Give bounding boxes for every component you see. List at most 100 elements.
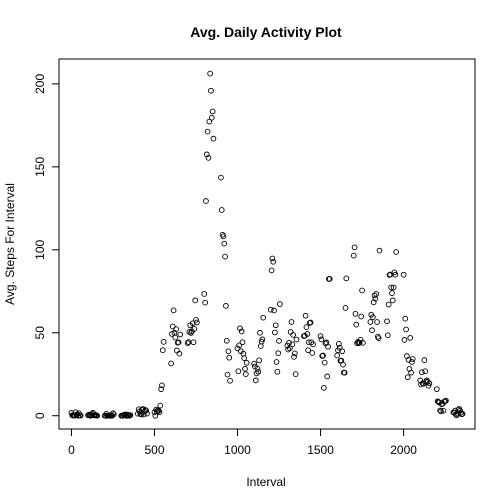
data-point <box>251 360 257 367</box>
data-point <box>221 240 228 247</box>
data-point <box>192 297 199 304</box>
data-point <box>359 287 365 294</box>
data-point <box>238 328 245 335</box>
data-point <box>419 369 425 376</box>
data-points <box>68 70 466 419</box>
data-point <box>424 379 431 385</box>
data-point <box>409 359 415 365</box>
data-point <box>260 314 267 321</box>
data-point <box>350 252 357 259</box>
data-point <box>201 291 208 297</box>
data-point <box>272 329 278 336</box>
data-point <box>209 108 216 115</box>
data-point <box>275 350 282 357</box>
data-point <box>143 407 150 414</box>
y-tick-label: 50 <box>33 326 47 340</box>
data-point <box>375 335 382 341</box>
data-point <box>206 118 213 125</box>
y-axis: 0 50 100 150 200 <box>33 74 60 419</box>
data-point <box>177 331 184 338</box>
data-point <box>193 316 199 323</box>
data-point <box>303 324 310 330</box>
data-point <box>109 412 115 419</box>
data-point <box>235 368 242 375</box>
data-point <box>225 348 232 355</box>
data-point <box>269 255 276 262</box>
data-point <box>202 299 208 306</box>
data-point <box>193 319 200 326</box>
x-tick-label: 2000 <box>390 443 417 457</box>
data-point <box>272 322 279 329</box>
data-point <box>310 341 316 348</box>
data-point <box>369 327 375 334</box>
chart-title: Avg. Daily Activity Plot <box>190 24 342 40</box>
data-point <box>370 314 376 321</box>
data-point <box>271 307 277 314</box>
data-point <box>409 356 416 362</box>
data-point <box>309 350 316 356</box>
data-point <box>290 332 297 338</box>
data-point <box>442 398 448 405</box>
plot-box <box>58 58 476 430</box>
data-point <box>342 305 349 311</box>
data-point <box>335 341 342 347</box>
data-point <box>242 365 248 372</box>
data-point <box>77 412 84 419</box>
x-tick-label: 0 <box>68 443 75 457</box>
data-point <box>127 412 134 418</box>
data-point <box>204 128 211 135</box>
data-point <box>155 408 162 414</box>
data-point <box>356 339 363 346</box>
data-point <box>226 354 233 361</box>
data-point <box>156 409 163 416</box>
data-point <box>207 70 213 77</box>
y-tick-label: 0 <box>33 412 47 419</box>
data-point <box>268 267 275 274</box>
data-point <box>302 312 309 319</box>
data-point <box>404 374 411 381</box>
data-point <box>256 357 262 364</box>
data-point <box>321 359 328 366</box>
data-point <box>393 249 399 255</box>
data-point <box>172 334 179 341</box>
x-tick-label: 500 <box>144 443 164 457</box>
data-point <box>224 371 231 378</box>
data-point <box>352 311 359 317</box>
data-point <box>371 292 378 299</box>
data-point <box>239 339 246 346</box>
data-point <box>459 411 466 417</box>
data-point <box>255 368 262 375</box>
data-point <box>392 271 399 278</box>
data-point <box>210 135 217 142</box>
data-point <box>190 339 197 346</box>
data-point <box>326 275 333 282</box>
data-point <box>402 315 409 322</box>
data-point <box>243 359 250 366</box>
data-point <box>223 337 230 344</box>
data-point <box>159 382 165 389</box>
data-point <box>289 341 296 348</box>
data-point <box>291 353 297 360</box>
data-point <box>426 380 433 387</box>
data-point <box>110 411 117 418</box>
data-point <box>144 410 150 417</box>
data-point <box>304 331 311 337</box>
data-point <box>389 297 396 304</box>
data-point <box>236 342 243 349</box>
data-point <box>351 244 358 251</box>
data-point <box>358 313 365 320</box>
data-point <box>285 346 292 353</box>
data-point <box>389 290 395 296</box>
data-point <box>343 275 350 282</box>
data-point <box>384 318 390 325</box>
data-point <box>175 339 182 346</box>
data-point <box>318 336 325 343</box>
data-point <box>242 371 249 377</box>
data-point <box>267 306 274 313</box>
data-point <box>94 412 101 419</box>
data-point <box>170 307 177 314</box>
data-point <box>292 371 299 377</box>
data-point <box>433 386 440 393</box>
data-point <box>257 343 264 349</box>
